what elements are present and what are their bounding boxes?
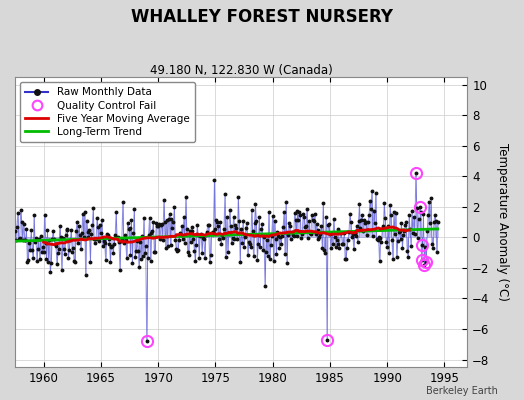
Text: Berkeley Earth: Berkeley Earth: [426, 386, 498, 396]
Legend: Raw Monthly Data, Quality Control Fail, Five Year Moving Average, Long-Term Tren: Raw Monthly Data, Quality Control Fail, …: [20, 82, 194, 142]
Title: 49.180 N, 122.830 W (Canada): 49.180 N, 122.830 W (Canada): [150, 64, 333, 77]
Y-axis label: Temperature Anomaly (°C): Temperature Anomaly (°C): [496, 143, 509, 301]
Text: WHALLEY FOREST NURSERY: WHALLEY FOREST NURSERY: [131, 8, 393, 26]
